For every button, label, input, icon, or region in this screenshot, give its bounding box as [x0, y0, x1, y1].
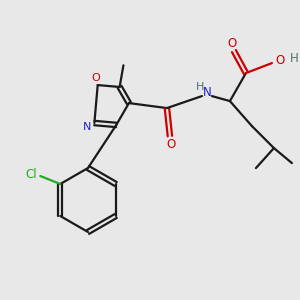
Text: O: O [166, 138, 176, 151]
Text: N: N [83, 122, 92, 132]
Text: H: H [290, 52, 298, 64]
Text: Cl: Cl [26, 167, 37, 181]
Text: H: H [196, 82, 204, 92]
Text: O: O [91, 73, 100, 83]
Text: O: O [275, 54, 284, 67]
Text: N: N [202, 85, 211, 99]
Text: O: O [227, 37, 236, 50]
